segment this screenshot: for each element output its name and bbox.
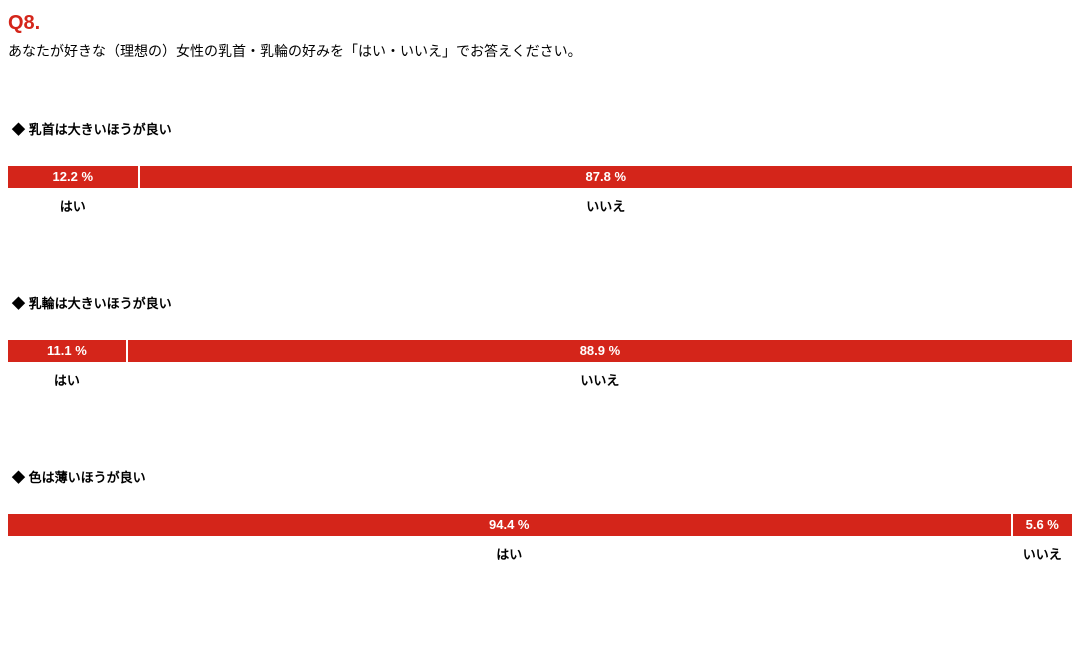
label-yes: はい: [8, 370, 126, 389]
sub-question-title: ◆ 乳輪は大きいほうが良い: [12, 293, 1070, 312]
stacked-bar: 11.1 % 88.9 %: [8, 340, 1070, 362]
bar-segment-no: 87.8 %: [140, 166, 1072, 188]
sub-question-title: ◆ 色は薄いほうが良い: [12, 467, 1070, 486]
bar-labels: はい いいえ: [8, 544, 1070, 563]
label-yes: はい: [8, 544, 1011, 563]
sub-question-block: ◆ 色は薄いほうが良い 94.4 % 5.6 % はい いいえ: [8, 467, 1070, 563]
bar-segment-yes: 94.4 %: [8, 514, 1011, 536]
label-yes: はい: [8, 196, 138, 215]
bar-segment-yes: 12.2 %: [8, 166, 138, 188]
question-text: あなたが好きな（理想の）女性の乳首・乳輪の好みを「はい・いいえ」でお答えください…: [8, 41, 1070, 61]
question-number: Q8.: [8, 12, 1070, 35]
bar-segment-no: 5.6 %: [1013, 514, 1072, 536]
bar-segment-no: 88.9 %: [128, 340, 1072, 362]
sub-question-title: ◆ 乳首は大きいほうが良い: [12, 119, 1070, 138]
label-no: いいえ: [140, 196, 1072, 215]
bar-labels: はい いいえ: [8, 196, 1070, 215]
survey-page: Q8. あなたが好きな（理想の）女性の乳首・乳輪の好みを「はい・いいえ」でお答え…: [0, 0, 1078, 593]
label-no: いいえ: [128, 370, 1072, 389]
sub-question-block: ◆ 乳輪は大きいほうが良い 11.1 % 88.9 % はい いいえ: [8, 293, 1070, 389]
label-no: いいえ: [1013, 544, 1072, 563]
bar-segment-yes: 11.1 %: [8, 340, 126, 362]
sub-question-block: ◆ 乳首は大きいほうが良い 12.2 % 87.8 % はい いいえ: [8, 119, 1070, 215]
stacked-bar: 12.2 % 87.8 %: [8, 166, 1070, 188]
bar-labels: はい いいえ: [8, 370, 1070, 389]
stacked-bar: 94.4 % 5.6 %: [8, 514, 1070, 536]
